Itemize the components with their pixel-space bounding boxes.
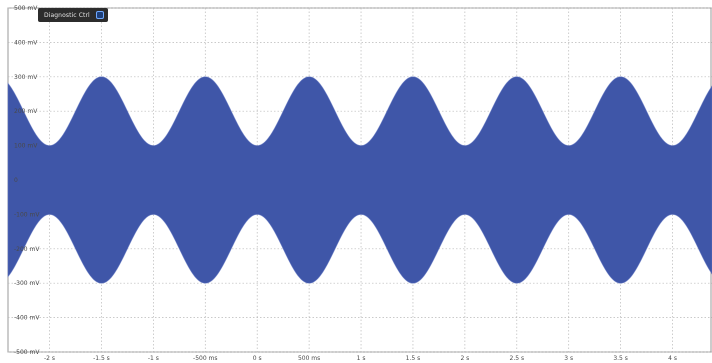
x-tick-label: 500 ms [298, 355, 320, 362]
x-tick-label: 3.5 s [613, 355, 628, 362]
y-tick-label: 500 mV [14, 5, 38, 12]
y-tick-label: 0 [14, 177, 18, 184]
y-tick-label: -500 mV [14, 349, 40, 356]
y-tick-label: 300 mV [14, 74, 38, 81]
x-tick-label: -2 s [44, 355, 55, 362]
x-tick-label: 1 s [357, 355, 366, 362]
x-tick-label: 2 s [460, 355, 469, 362]
x-tick-label: 0 s [253, 355, 262, 362]
x-tick-label: 1.5 s [406, 355, 421, 362]
y-tick-label: 100 mV [14, 143, 38, 150]
diagnostic-control-label: Diagnostic Ctrl [44, 11, 90, 19]
x-tick-label: 2.5 s [510, 355, 525, 362]
y-tick-label: -200 mV [14, 246, 40, 253]
y-tick-label: -300 mV [14, 280, 40, 287]
x-tick-label: 3 s [564, 355, 573, 362]
square-outline-icon [95, 11, 104, 19]
x-tick-label: -1 s [148, 355, 159, 362]
x-tick-label: -1.5 s [93, 355, 110, 362]
y-tick-label: 200 mV [14, 108, 38, 115]
y-tick-label: -400 mV [14, 315, 40, 322]
y-tick-label: -100 mV [14, 211, 40, 218]
x-tick-label: 4 s [668, 355, 677, 362]
signal-band [7, 76, 712, 284]
x-tick-label: -500 ms [193, 355, 218, 362]
y-tick-label: 400 mV [14, 39, 38, 46]
diagnostic-control-button[interactable]: Diagnostic Ctrl [38, 8, 108, 22]
